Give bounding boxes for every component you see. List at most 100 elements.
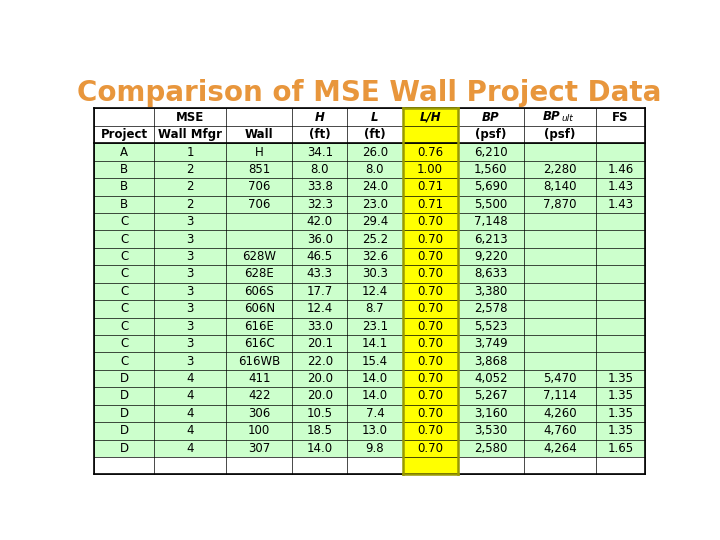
Text: 23.0: 23.0 [362,198,388,211]
Text: C: C [120,285,128,298]
Bar [292,318,347,335]
Bar [292,248,347,265]
Text: 0.70: 0.70 [417,442,443,455]
Text: 1.35: 1.35 [608,407,634,420]
Text: 1.46: 1.46 [607,163,634,176]
Bar [402,335,458,353]
Text: 100: 100 [248,424,271,437]
Bar [94,248,153,265]
Text: D: D [120,389,129,402]
Text: Comparison of MSE Wall Project Data: Comparison of MSE Wall Project Data [77,79,661,107]
Text: C: C [120,355,128,368]
Bar [94,335,153,353]
Bar [153,283,226,300]
Text: 17.7: 17.7 [307,285,333,298]
Bar [523,143,596,161]
Bar [402,231,458,248]
Text: 3: 3 [186,337,194,350]
Text: 3,749: 3,749 [474,337,508,350]
Bar [94,457,153,474]
Bar [402,457,458,474]
Text: 4: 4 [186,372,194,385]
Text: 411: 411 [248,372,271,385]
Text: 9,220: 9,220 [474,250,508,263]
Text: 0.70: 0.70 [417,215,443,228]
Text: C: C [120,320,128,333]
Text: 0.70: 0.70 [417,302,443,315]
Bar [347,300,402,318]
Text: 42.0: 42.0 [307,215,333,228]
Text: 4,052: 4,052 [474,372,508,385]
Text: (psf): (psf) [544,128,575,141]
Bar [347,387,402,404]
Bar [94,178,153,195]
Text: MSE: MSE [176,111,204,124]
Bar [94,404,153,422]
Bar [596,318,644,335]
Bar [347,126,402,143]
Bar [226,440,292,457]
Bar [523,370,596,387]
Text: 0.71: 0.71 [417,180,443,193]
Bar [226,143,292,161]
Bar [153,213,226,231]
Bar [596,404,644,422]
Text: L/H: L/H [419,111,441,124]
Text: 4,264: 4,264 [543,442,577,455]
Bar [458,126,523,143]
Bar [292,353,347,370]
Bar [596,335,644,353]
Text: 5,267: 5,267 [474,389,508,402]
Bar [226,404,292,422]
Text: 20.0: 20.0 [307,372,333,385]
Bar [402,387,458,404]
Bar [458,248,523,265]
Bar [523,318,596,335]
Bar [153,143,226,161]
Bar [402,126,458,143]
Bar [347,213,402,231]
Text: D: D [120,424,129,437]
Text: 3,160: 3,160 [474,407,508,420]
Text: 706: 706 [248,198,271,211]
Bar [347,248,402,265]
Text: 22.0: 22.0 [307,355,333,368]
Bar [347,457,402,474]
Text: C: C [120,302,128,315]
Bar [596,283,644,300]
Bar [596,265,644,283]
Text: 13.0: 13.0 [362,424,388,437]
Text: 0.70: 0.70 [417,337,443,350]
Text: 616C: 616C [244,337,274,350]
Bar [458,440,523,457]
Text: 24.0: 24.0 [362,180,388,193]
Text: 307: 307 [248,442,271,455]
Bar [347,422,402,440]
Text: 5,690: 5,690 [474,180,508,193]
Text: D: D [120,407,129,420]
Bar [523,126,596,143]
Text: 8.0: 8.0 [366,163,384,176]
Text: B: B [120,198,128,211]
Text: 2,280: 2,280 [543,163,577,176]
Text: 0.70: 0.70 [417,389,443,402]
Bar [347,265,402,283]
Bar [292,422,347,440]
Bar [226,422,292,440]
Bar [292,335,347,353]
Text: 4,260: 4,260 [543,407,577,420]
Bar [596,126,644,143]
Text: 7,148: 7,148 [474,215,508,228]
Bar [94,353,153,370]
Text: 0.70: 0.70 [417,320,443,333]
Bar [402,143,458,161]
Text: 15.4: 15.4 [362,355,388,368]
Bar [596,422,644,440]
Text: 2,578: 2,578 [474,302,508,315]
Bar [458,265,523,283]
Bar [292,213,347,231]
Text: 0.70: 0.70 [417,250,443,263]
Text: 9.8: 9.8 [366,442,384,455]
Text: 0.70: 0.70 [417,355,443,368]
Text: 606S: 606S [244,285,274,298]
